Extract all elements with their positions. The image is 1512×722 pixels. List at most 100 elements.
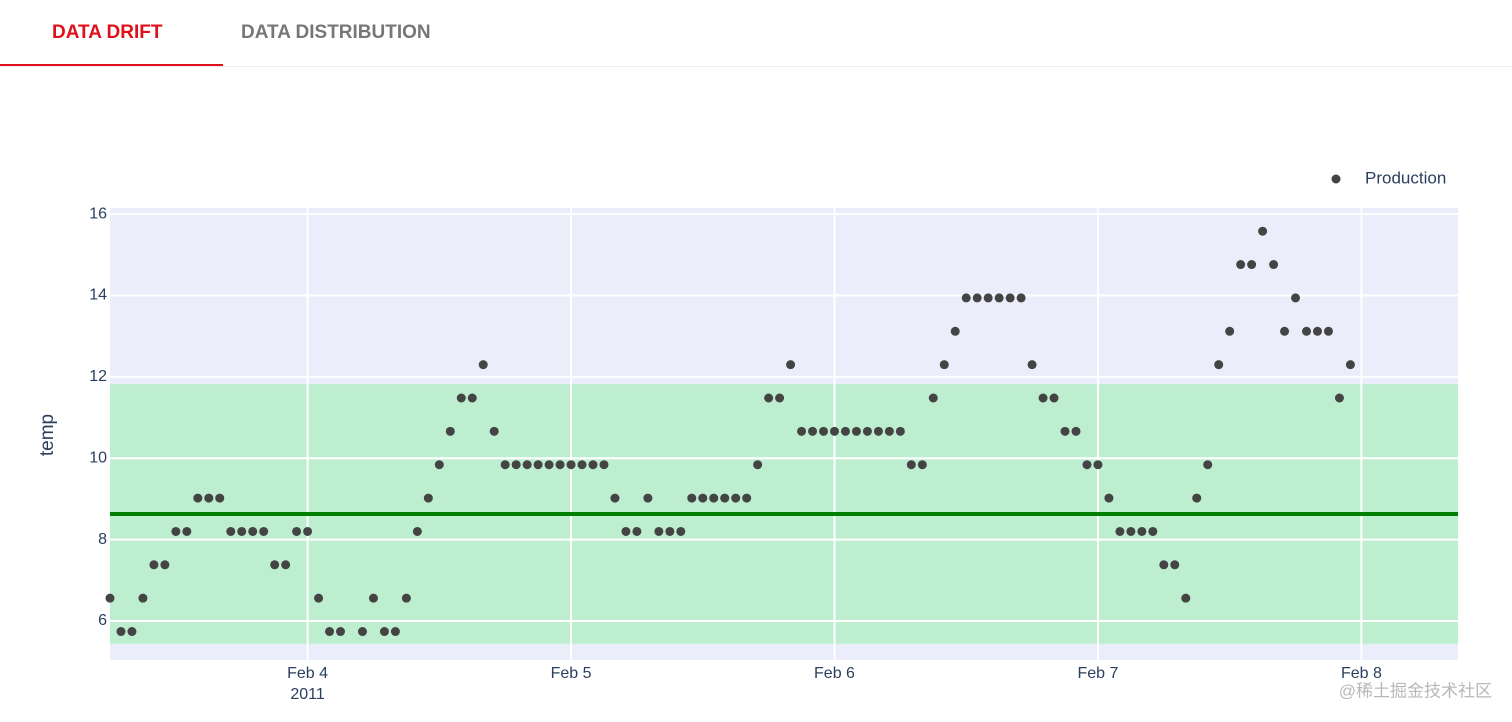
data-point xyxy=(1159,560,1169,570)
divider xyxy=(0,66,1512,67)
data-point xyxy=(500,460,510,470)
data-point xyxy=(259,526,269,536)
data-point xyxy=(1005,293,1015,303)
y-tick-label: 8 xyxy=(98,531,107,548)
data-point xyxy=(215,493,225,503)
data-point xyxy=(314,593,324,603)
y-tick-label: 10 xyxy=(89,449,107,466)
data-point xyxy=(1038,393,1048,403)
x-tick-label: Feb 6 xyxy=(814,665,855,682)
data-point xyxy=(390,627,400,637)
data-point xyxy=(1258,226,1268,236)
data-point xyxy=(698,493,708,503)
data-point xyxy=(939,360,949,370)
data-point xyxy=(720,493,730,503)
tab-indicator xyxy=(0,64,223,67)
data-point xyxy=(1280,326,1290,336)
data-point xyxy=(1060,426,1070,436)
data-point xyxy=(950,326,960,336)
data-point xyxy=(182,526,192,536)
x-tick-label: Feb 7 xyxy=(1077,665,1118,682)
data-point xyxy=(237,526,247,536)
data-point xyxy=(1115,526,1125,536)
data-point xyxy=(1170,560,1180,570)
legend-marker xyxy=(1331,174,1341,184)
data-point xyxy=(840,426,850,436)
data-point xyxy=(511,460,521,470)
data-point xyxy=(895,426,905,436)
data-point xyxy=(731,493,741,503)
data-point xyxy=(665,526,675,536)
data-point xyxy=(687,493,697,503)
data-point xyxy=(379,627,389,637)
data-point xyxy=(709,493,719,503)
data-point xyxy=(610,493,620,503)
x-tick-label: Feb 8 xyxy=(1341,665,1382,682)
data-point xyxy=(862,426,872,436)
data-point xyxy=(742,493,752,503)
data-point xyxy=(797,426,807,436)
data-point xyxy=(270,560,280,570)
data-point xyxy=(105,593,115,603)
data-point xyxy=(829,426,839,436)
data-point xyxy=(1269,260,1279,270)
data-point xyxy=(808,426,818,436)
data-point xyxy=(303,526,313,536)
data-point xyxy=(336,627,346,637)
data-point xyxy=(1071,426,1081,436)
data-point xyxy=(1302,326,1312,336)
legend-label: Production xyxy=(1365,168,1446,187)
data-point xyxy=(401,593,411,603)
data-point xyxy=(884,426,894,436)
watermark: @稀土掘金技术社区 xyxy=(1339,681,1492,700)
data-point xyxy=(149,560,159,570)
data-point xyxy=(1323,326,1333,336)
data-point xyxy=(1236,260,1246,270)
data-point xyxy=(1016,293,1026,303)
data-point xyxy=(357,627,367,637)
data-point xyxy=(193,493,203,503)
data-point xyxy=(412,526,422,536)
y-tick-label: 12 xyxy=(89,368,107,385)
data-point xyxy=(632,526,642,536)
data-point xyxy=(533,460,543,470)
tab[interactable]: DATA DRIFT xyxy=(52,22,163,43)
data-point xyxy=(676,526,686,536)
data-point xyxy=(555,460,565,470)
data-point xyxy=(906,460,916,470)
data-point xyxy=(1082,460,1092,470)
data-point xyxy=(467,393,477,403)
data-point xyxy=(160,560,170,570)
data-point xyxy=(171,526,181,536)
data-point xyxy=(1148,526,1158,536)
data-point xyxy=(599,460,609,470)
data-point xyxy=(1247,260,1257,270)
data-point xyxy=(1126,526,1136,536)
data-point xyxy=(292,526,302,536)
data-point xyxy=(368,593,378,603)
data-point xyxy=(248,526,258,536)
data-point xyxy=(226,526,236,536)
data-point xyxy=(819,426,829,436)
data-point xyxy=(873,426,883,436)
data-point xyxy=(928,393,938,403)
data-point xyxy=(281,560,291,570)
data-point xyxy=(1312,326,1322,336)
data-point xyxy=(566,460,576,470)
tab[interactable]: DATA DISTRIBUTION xyxy=(241,22,431,43)
data-point xyxy=(983,293,993,303)
data-point xyxy=(621,526,631,536)
data-point xyxy=(456,393,466,403)
data-point xyxy=(1214,360,1224,370)
data-point xyxy=(1192,493,1202,503)
data-point xyxy=(577,460,587,470)
data-point xyxy=(489,426,499,436)
y-tick-label: 6 xyxy=(98,612,107,629)
x-tick-label: Feb 5 xyxy=(551,665,592,682)
data-point xyxy=(753,460,763,470)
data-point xyxy=(116,627,126,637)
data-point xyxy=(434,460,444,470)
data-point xyxy=(127,627,137,637)
data-point xyxy=(1049,393,1059,403)
data-point xyxy=(654,526,664,536)
